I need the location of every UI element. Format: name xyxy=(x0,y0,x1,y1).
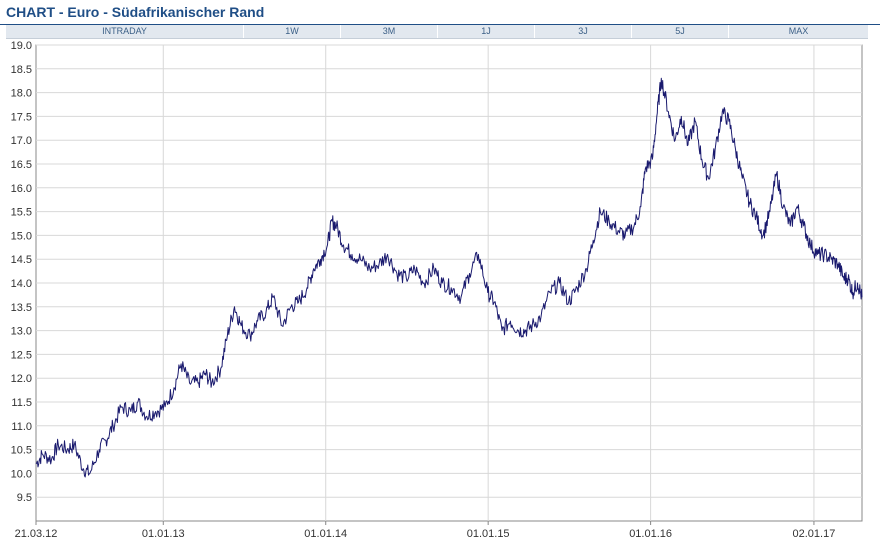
y-tick-label: 16.0 xyxy=(11,183,32,195)
tab-1w[interactable]: 1W xyxy=(244,25,341,38)
y-tick-label: 11.5 xyxy=(11,397,32,409)
tab-intraday[interactable]: INTRADAY xyxy=(6,25,244,38)
y-tick-label: 10.0 xyxy=(11,468,32,480)
y-tick-label: 14.0 xyxy=(11,278,32,290)
y-tick-label: 17.0 xyxy=(11,135,32,147)
tab-max[interactable]: MAX xyxy=(788,26,809,36)
x-tick-label: 01.01.13 xyxy=(142,528,185,540)
chart-title: CHART - Euro - Südafrikanischer Rand xyxy=(6,4,265,20)
x-tick-label: 21.03.12 xyxy=(15,528,58,540)
y-tick-label: 14.5 xyxy=(11,254,32,266)
y-tick-label: 11.0 xyxy=(11,421,32,433)
tab-3m[interactable]: 3M xyxy=(341,25,438,38)
series-line xyxy=(35,77,863,478)
y-tick-label: 18.0 xyxy=(11,88,32,100)
y-tick-label: 13.0 xyxy=(11,326,32,338)
y-tick-label: 15.0 xyxy=(11,230,32,242)
y-tick-label: 12.5 xyxy=(11,349,32,361)
y-tick-label: 13.5 xyxy=(11,302,32,314)
y-tick-label: 12.0 xyxy=(11,373,32,385)
x-tick-label: 01.01.15 xyxy=(467,528,510,540)
x-tick-label: 01.01.16 xyxy=(629,528,672,540)
y-gridlines xyxy=(36,44,862,498)
x-tick-label: 01.01.14 xyxy=(304,528,347,540)
y-tick-label: 16.5 xyxy=(11,159,32,171)
y-tick-label: 9.5 xyxy=(17,492,32,504)
x-axis-labels: 21.03.12 01.01.13 01.01.14 01.01.15 01.01.16… xyxy=(15,528,836,540)
title-bar: CHART - Euro - Südafrikanischer Rand xyxy=(0,0,880,25)
y-tick-label: 18.5 xyxy=(11,64,32,76)
y-tick-label: 10.5 xyxy=(11,445,32,457)
y-tick-label: 17.5 xyxy=(11,111,32,123)
y-axis-labels: 9.5 10.0 10.5 11.0 11.5 12.0 12.5 13.0 13.5 14.0 1… xyxy=(11,40,32,504)
y-tick-label: 15.5 xyxy=(11,207,32,219)
x-tick-label: 02.01.17 xyxy=(793,528,836,540)
tab-3j[interactable]: 3J xyxy=(535,25,632,38)
timeframe-tabs: INTRADAY 1W 3M 1J 3J 5J MAX xyxy=(6,25,868,39)
series-group xyxy=(35,77,863,478)
x-gridlines xyxy=(35,45,815,525)
y-tick-label: 19.0 xyxy=(11,40,32,52)
tab-1j[interactable]: 1J xyxy=(438,25,535,38)
tab-5j[interactable]: 5J xyxy=(632,25,729,38)
